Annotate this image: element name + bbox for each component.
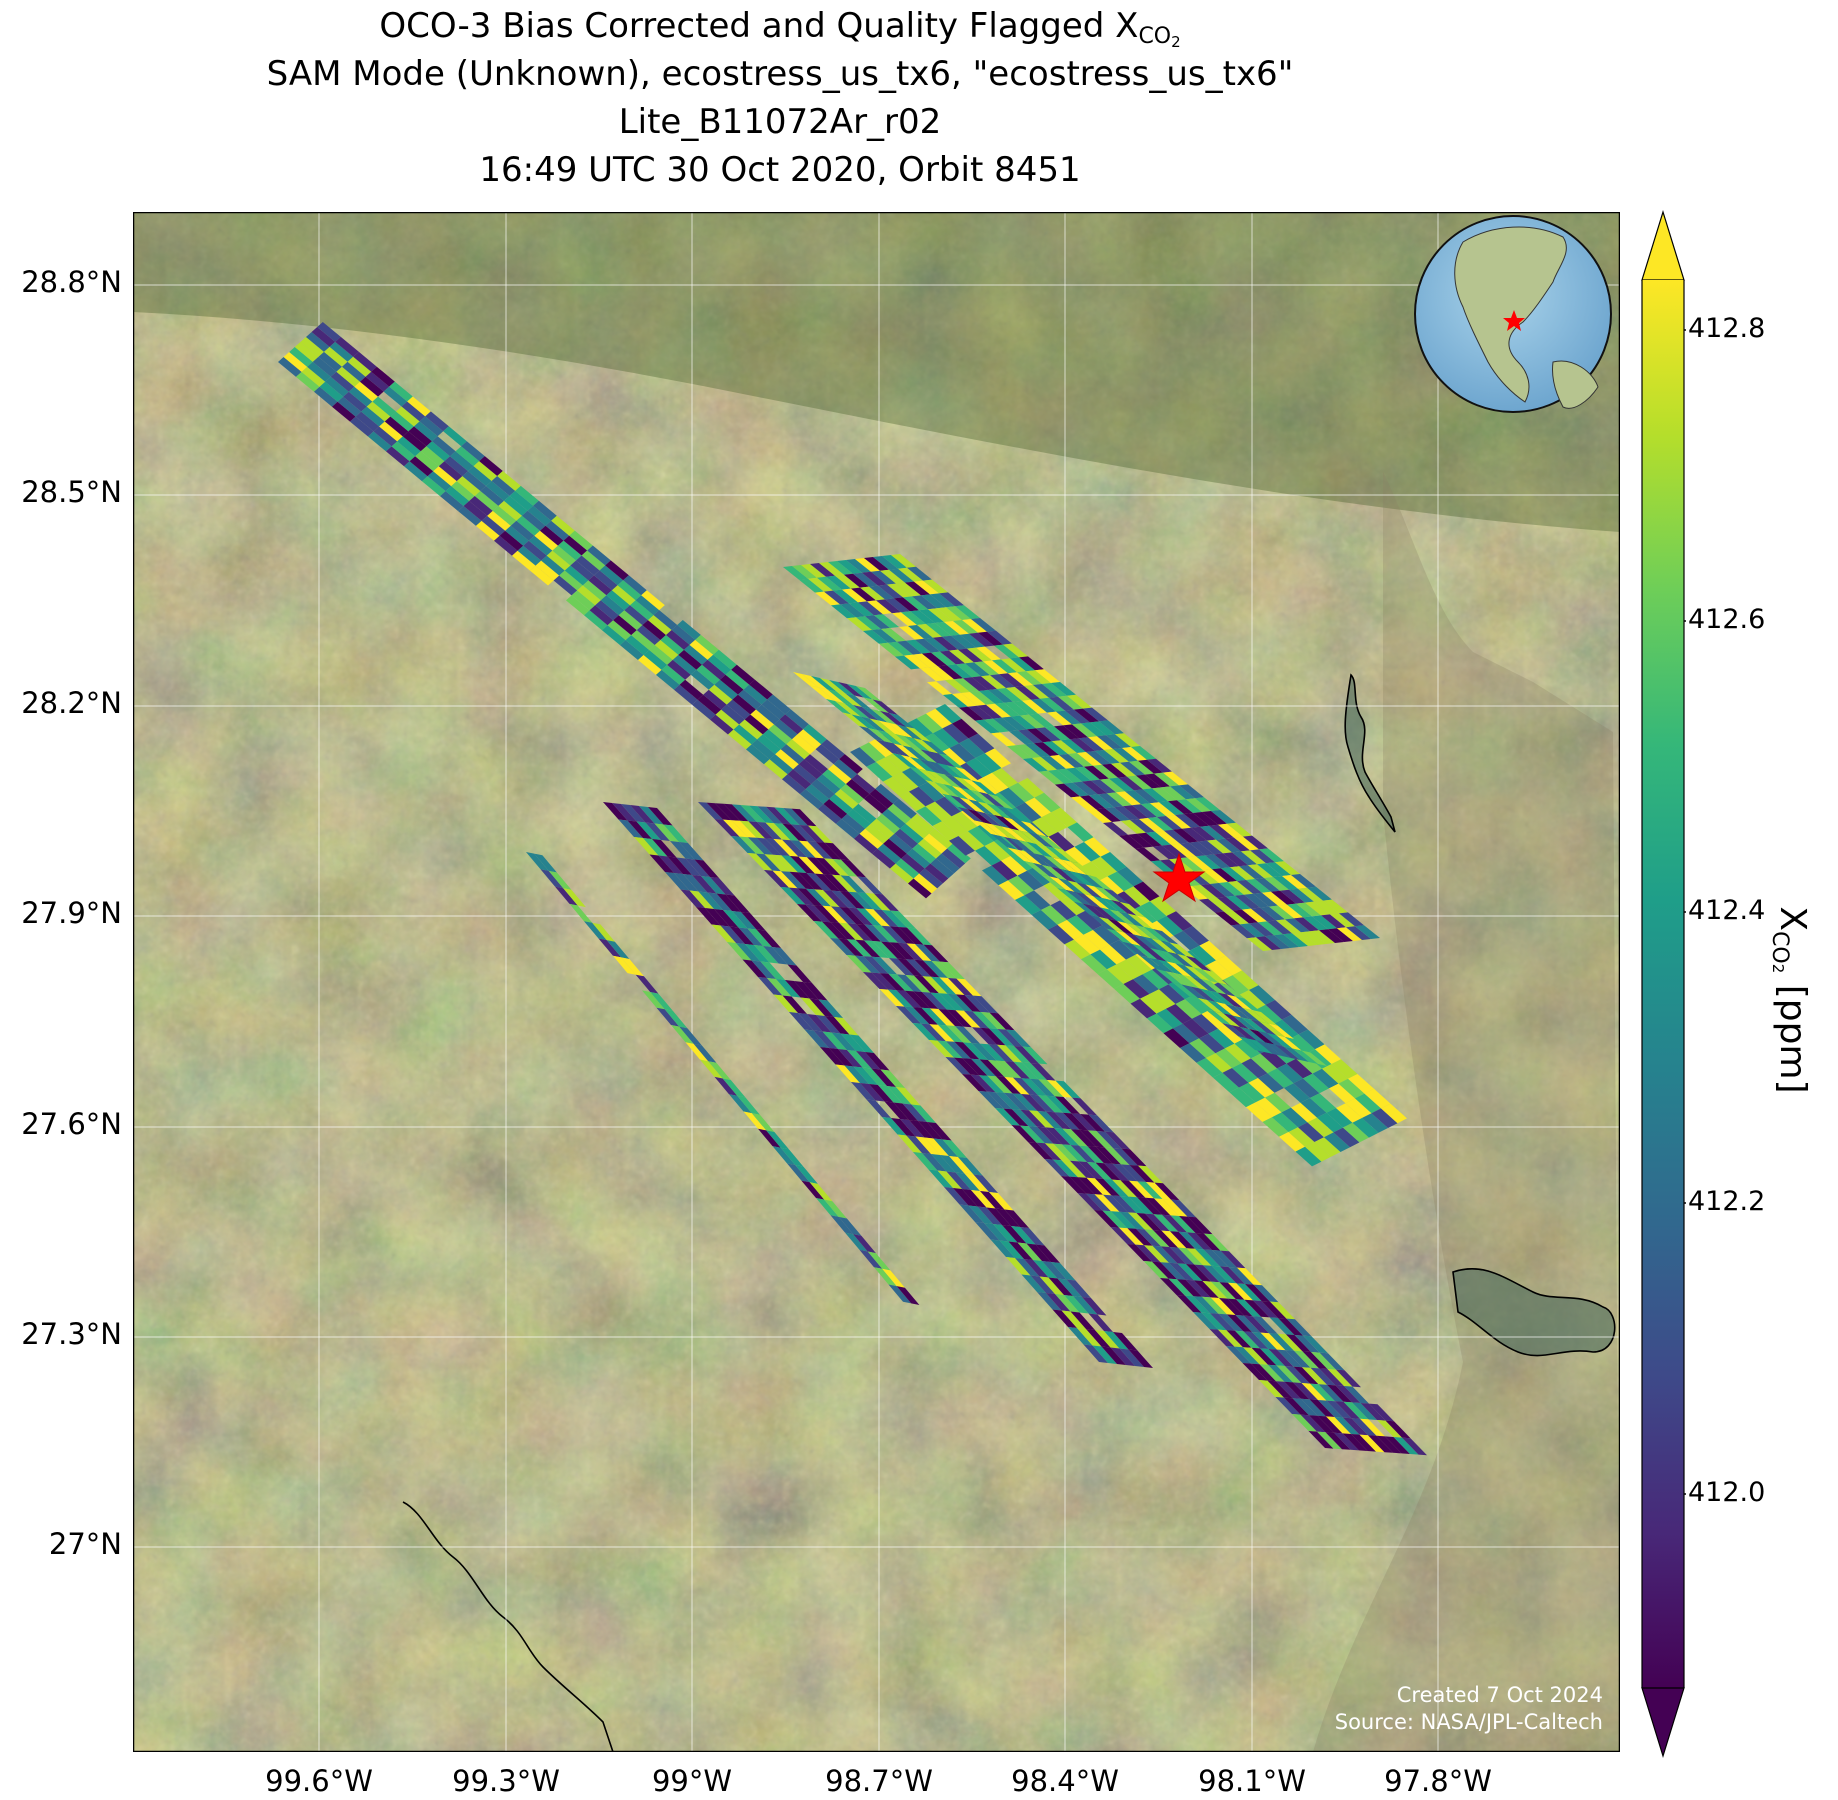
lon-tick-98.1: 98.1°W — [1172, 1764, 1332, 1798]
lat-tick-27.6: 27.6°N — [0, 1107, 122, 1141]
colorbar — [1640, 210, 1686, 1760]
lon-tick-98.7: 98.7°W — [799, 1764, 959, 1798]
lat-tick-28.5: 28.5°N — [0, 475, 122, 509]
plot-title-line3: Lite_B11072Ar_r02 — [0, 100, 1560, 144]
lon-tick-98.4: 98.4°W — [985, 1764, 1145, 1798]
colorbar-extend-min — [1642, 1688, 1684, 1756]
credit-text: Created 7 Oct 2024 Source: NASA/JPL-Calt… — [1335, 1682, 1603, 1736]
colorbar-extend-max — [1642, 212, 1684, 280]
lon-tick-99.6: 99.6°W — [239, 1764, 399, 1798]
plot-title-line2: SAM Mode (Unknown), ecostress_us_tx6, "e… — [0, 52, 1560, 96]
colorbar-tick-412.8: 412.8 — [1688, 313, 1765, 344]
lat-tick-27.0: 27°N — [0, 1527, 122, 1561]
plot-title-line4: 16:49 UTC 30 Oct 2020, Orbit 8451 — [0, 148, 1560, 192]
lat-tick-27.3: 27.3°N — [0, 1317, 122, 1351]
credit-created: Created 7 Oct 2024 — [1335, 1682, 1603, 1709]
globe-inset — [1415, 216, 1611, 412]
colorbar-tick-412.4: 412.4 — [1688, 895, 1765, 926]
map-panel — [133, 212, 1620, 1752]
lon-tick-97.8: 97.8°W — [1358, 1764, 1518, 1798]
colorbar-tick-412.0: 412.0 — [1688, 1477, 1765, 1508]
lat-tick-28.2: 28.2°N — [0, 686, 122, 720]
colorbar-tick-412.2: 412.2 — [1688, 1186, 1765, 1217]
colorbar-title: XCO2 [ppm] — [1767, 906, 1813, 1093]
credit-source: Source: NASA/JPL-Caltech — [1335, 1709, 1603, 1736]
lon-tick-99.3: 99.3°W — [426, 1764, 586, 1798]
lon-tick-99.0: 99°W — [612, 1764, 772, 1798]
lat-tick-28.8: 28.8°N — [0, 265, 122, 299]
colorbar-tick-412.6: 412.6 — [1688, 604, 1765, 635]
lat-tick-27.9: 27.9°N — [0, 896, 122, 930]
colorbar-gradient — [1642, 280, 1684, 1688]
